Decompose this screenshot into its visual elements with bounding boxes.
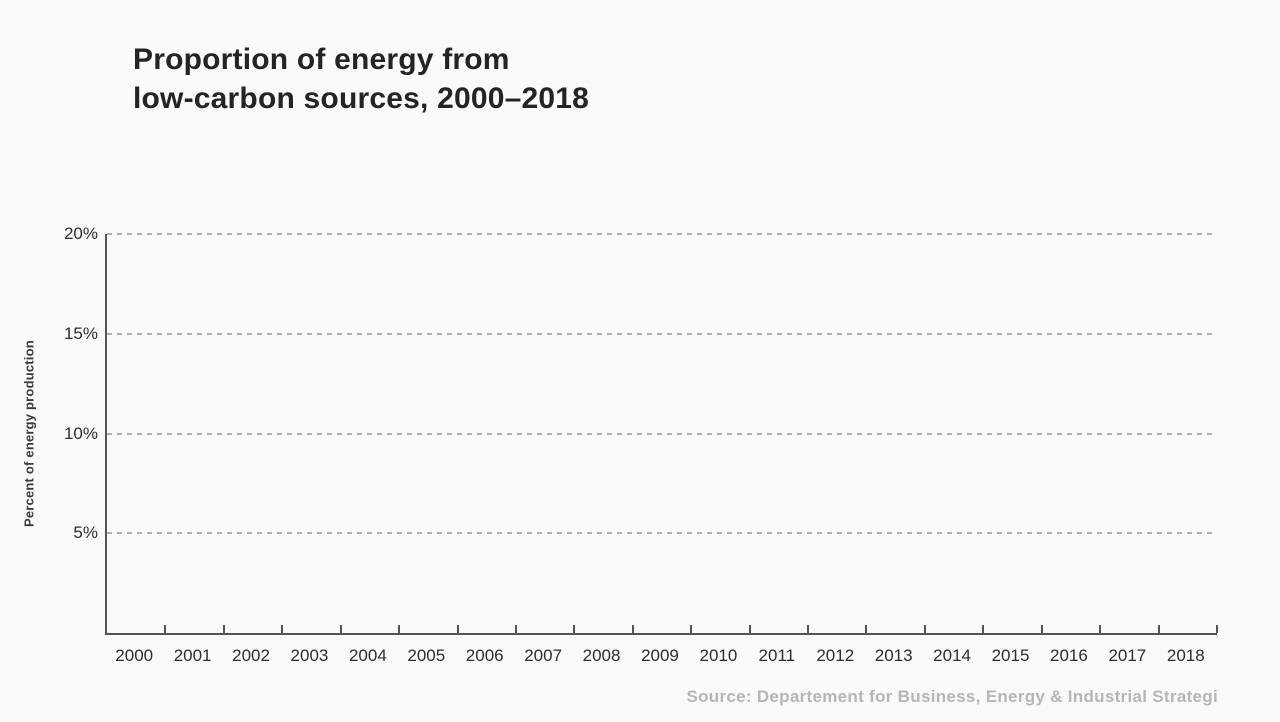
- x-tick-label-2007: 2007: [524, 646, 563, 665]
- gridline-10pct: [107, 432, 1217, 435]
- x-tick-label-2001: 2001: [173, 646, 212, 665]
- x-tick-label-2014: 2014: [933, 646, 971, 665]
- chart-title-line-1: Proportion of energy from: [133, 43, 510, 76]
- chart-title: Proportion of energy from low-carbon sou…: [133, 40, 589, 118]
- x-tick-mark-2005: [456, 625, 459, 633]
- x-tick-mark-2014: [982, 625, 985, 633]
- chart-title-line-2: low-carbon sources, 2000–2018: [133, 82, 590, 115]
- x-tick-label-2008: 2008: [582, 646, 621, 665]
- x-tick-mark-2007: [573, 625, 576, 633]
- x-tick-label-2004: 2004: [348, 646, 387, 665]
- x-tick-mark-2004: [398, 625, 401, 633]
- x-tick-mark-2016: [1099, 625, 1102, 633]
- x-tick-mark-2017: [1157, 625, 1160, 633]
- x-tick-label-2003: 2003: [290, 646, 329, 665]
- x-tick-label-2010: 2010: [699, 646, 738, 665]
- gridline-20pct: [107, 233, 1217, 235]
- x-tick-mark-2002: [281, 625, 284, 633]
- x-tick-label-2018: 2018: [1166, 646, 1205, 665]
- y-tick-label-15pct: 15%: [63, 323, 98, 343]
- x-tick-label-2005: 2005: [407, 646, 446, 665]
- x-tick-label-2000: 2000: [115, 646, 154, 665]
- x-tick-label-2013: 2013: [874, 646, 913, 665]
- x-tick-mark-2008: [631, 625, 634, 633]
- x-tick-mark-2006: [514, 625, 517, 633]
- x-tick-label-2006: 2006: [465, 646, 504, 665]
- x-tick-label-2009: 2009: [641, 646, 679, 665]
- x-tick-label-2015: 2015: [991, 646, 1030, 665]
- x-tick-mark-2015: [1040, 625, 1043, 633]
- x-tick-mark-2009: [690, 625, 693, 633]
- x-tick-mark-2001: [222, 625, 225, 633]
- x-tick-mark-2010: [748, 625, 751, 633]
- x-tick-mark-2000: [164, 625, 167, 633]
- y-tick-label-10pct: 10%: [63, 423, 98, 443]
- x-tick-label-2016: 2016: [1050, 646, 1088, 665]
- x-tick-mark-2003: [339, 625, 342, 633]
- x-tick-label-2002: 2002: [232, 646, 270, 665]
- x-tick-label-2012: 2012: [816, 646, 855, 665]
- gridline-5pct: [107, 532, 1217, 535]
- x-tick-label-2017: 2017: [1108, 646, 1147, 665]
- plot-area: [105, 233, 1218, 635]
- gridline-15pct: [107, 332, 1217, 335]
- x-tick-mark-2011: [807, 625, 810, 633]
- source-caption: Source: Departement for Business, Energy…: [686, 687, 1218, 706]
- x-tick-label-2011: 2011: [758, 646, 796, 665]
- y-tick-label-5pct: 5%: [73, 523, 98, 543]
- y-tick-label-20pct: 20%: [63, 224, 98, 243]
- x-tick-mark-2012: [865, 625, 868, 633]
- x-tick-mark-2018: [1216, 625, 1218, 633]
- x-tick-mark-2013: [923, 625, 926, 633]
